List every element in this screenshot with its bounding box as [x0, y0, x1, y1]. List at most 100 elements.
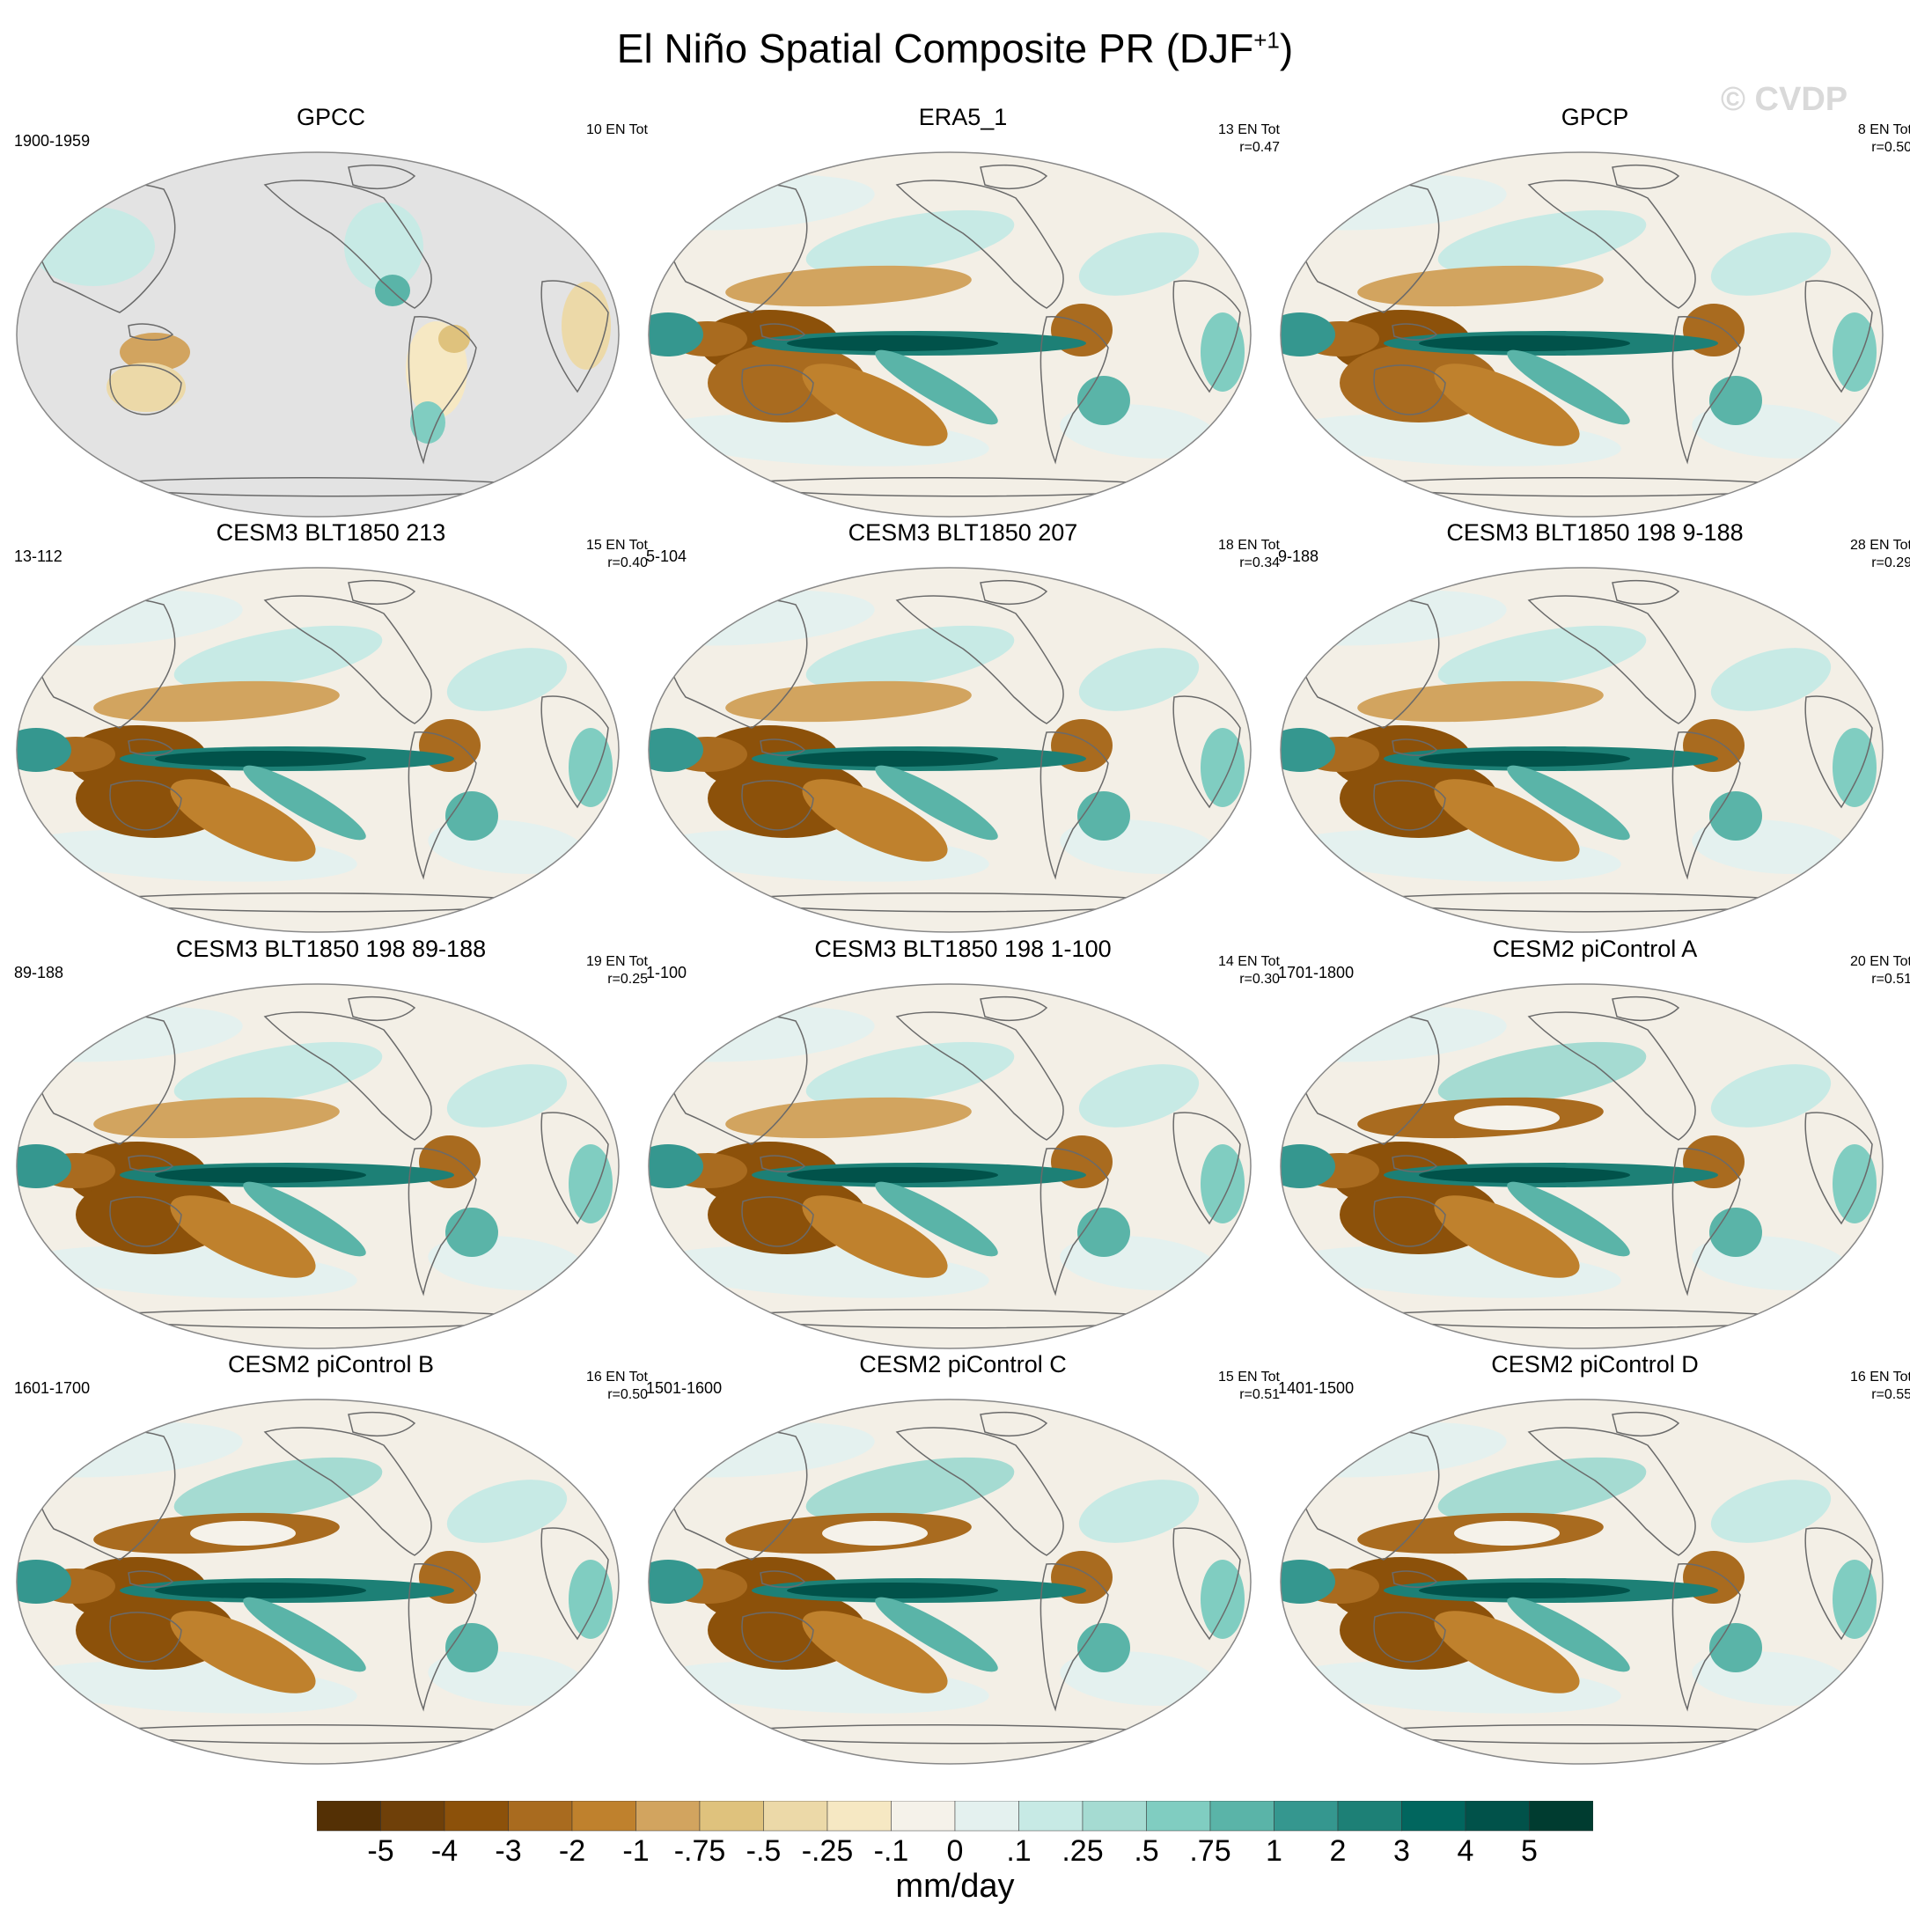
event-count: 15 EN Tot: [1218, 1370, 1280, 1385]
equatorial-pacific-core: [787, 751, 998, 767]
south-pacific-wet-diagonal: [243, 1597, 366, 1672]
colorbar-tick-label: -2: [559, 1834, 585, 1862]
colorbar-tick-label: -1: [622, 1834, 649, 1862]
pattern-correlation: r=0.47: [1239, 140, 1280, 155]
panel-year-range: 1900-1959: [14, 132, 91, 150]
panel-stats: 28 EN Tot r=0.29: [1850, 537, 1910, 572]
coastline: [1671, 731, 1741, 880]
equatorial-pacific-core: [787, 1583, 998, 1598]
map-field: [1281, 984, 1883, 1348]
southeast-south-america-wet: [1709, 376, 1762, 425]
map-field: [1281, 568, 1883, 932]
western-indian-ocean-wet: [17, 1144, 71, 1188]
map-outline: [16, 151, 620, 518]
western-indian-ocean-wet: [649, 1560, 703, 1604]
north-pacific-storm-track: [1437, 209, 1647, 275]
map-panel: GPCP 8 EN Tot r=0.50: [1278, 104, 1910, 518]
figure-title-superscript: +1: [1253, 26, 1280, 54]
colorbar-swatch: [635, 1801, 701, 1832]
colorbar-tick-label: .25: [1062, 1834, 1103, 1862]
north-pacific-storm-track: [805, 625, 1015, 690]
colorbar-tick-label: -4: [431, 1834, 458, 1862]
north-atlantic-band: [1078, 1064, 1200, 1128]
pattern-correlation: r=0.40: [607, 555, 648, 570]
coastline: [1804, 1112, 1873, 1225]
pattern-correlation: r=0.25: [607, 972, 648, 987]
colorbar-swatch: [1082, 1801, 1147, 1832]
south-pacific-wet-diagonal: [1507, 349, 1630, 425]
south-pacific-wet-diagonal: [875, 1597, 998, 1672]
robinson-map: [16, 151, 620, 518]
map-panel: CESM3 BLT1850 198 89-188 89-188 19 EN Tot r…: [14, 936, 648, 1349]
southeast-south-america-wet: [1077, 791, 1130, 841]
coastline: [741, 1196, 814, 1247]
map-outline: [1280, 151, 1884, 518]
map-field: [17, 984, 619, 1348]
equatorial-pacific-core: [155, 751, 366, 767]
north-pacific-storm-track: [1437, 1457, 1647, 1522]
coastline: [1392, 1570, 1438, 1588]
southeast-south-america-wet: [445, 1208, 498, 1257]
coastline: [128, 1155, 174, 1172]
pattern-correlation: r=0.55: [1871, 1387, 1910, 1402]
robinson-map: [16, 983, 620, 1349]
north-atlantic-band: [1078, 648, 1200, 711]
panel-year-range: 1401-1500: [1278, 1379, 1355, 1397]
coastline: [760, 1570, 806, 1588]
coastline: [980, 579, 1048, 606]
colorbar-swatch: [699, 1801, 764, 1832]
land-precip-africa: [562, 282, 611, 370]
north-dry-band-hole: [1454, 1106, 1560, 1130]
colorbar-swatch: [891, 1801, 956, 1832]
robinson-map: [1280, 151, 1884, 518]
pattern-correlation: r=0.51: [1239, 1387, 1280, 1402]
panel-stats: 19 EN Tot r=0.25: [586, 953, 648, 988]
map-outline: [1280, 1399, 1884, 1765]
panel-title: ERA5_1: [918, 104, 1008, 130]
coastline: [760, 738, 806, 756]
southeast-south-america-wet: [1709, 1208, 1762, 1257]
north-atlantic-band: [446, 648, 568, 711]
panel-year-range: 13-112: [14, 547, 62, 565]
panel-year-range: 9-188: [1278, 547, 1319, 565]
western-indian-ocean-wet: [1281, 1144, 1335, 1188]
coastline: [1612, 579, 1680, 606]
colorbar-swatch: [826, 1801, 892, 1832]
land-precip-australia: [107, 363, 186, 412]
robinson-map: [648, 151, 1252, 518]
event-count: 28 EN Tot: [1850, 538, 1910, 553]
north-atlantic-band: [1710, 1480, 1832, 1543]
coastline: [1172, 1112, 1241, 1225]
coastline: [263, 1427, 432, 1556]
coastline: [128, 323, 174, 341]
panel-stats: 15 EN Tot r=0.51: [1218, 1369, 1280, 1404]
map-field: [17, 152, 619, 517]
east-africa-wet: [1201, 1144, 1245, 1223]
east-africa-wet: [1833, 728, 1877, 807]
coastline: [408, 1563, 477, 1712]
event-count: 15 EN Tot: [586, 538, 648, 553]
spcz-dry: [170, 1611, 316, 1693]
coastline: [1527, 180, 1696, 309]
coastline: [1172, 1527, 1241, 1641]
north-pacific-storm-track: [1437, 625, 1647, 690]
event-count: 10 EN Tot: [586, 122, 648, 137]
north-dry-band: [93, 680, 340, 723]
spcz-dry: [1434, 779, 1580, 862]
map-panel: CESM2 piControl D 1401-1500 16 EN Tot r=0.5…: [1278, 1351, 1910, 1765]
robinson-map: [648, 1399, 1252, 1765]
panel-stats: 13 EN Tot r=0.47: [1218, 121, 1280, 157]
coastline: [263, 180, 432, 309]
coastline: [348, 579, 416, 606]
east-africa-wet: [1833, 1560, 1877, 1639]
coastline: [1373, 1196, 1446, 1247]
panel-title: CESM3 BLT1850 213: [216, 519, 446, 546]
south-pacific-wet-diagonal: [243, 1181, 366, 1257]
east-africa-wet: [1201, 312, 1245, 392]
panel-title: CESM3 BLT1850 198 1-100: [814, 936, 1112, 962]
map-field: [649, 152, 1251, 517]
coastline: [408, 316, 477, 465]
southeast-south-america-wet: [1077, 1623, 1130, 1672]
panel-stats: 10 EN Tot: [586, 121, 648, 139]
southeast-south-america-wet: [1077, 1208, 1130, 1257]
